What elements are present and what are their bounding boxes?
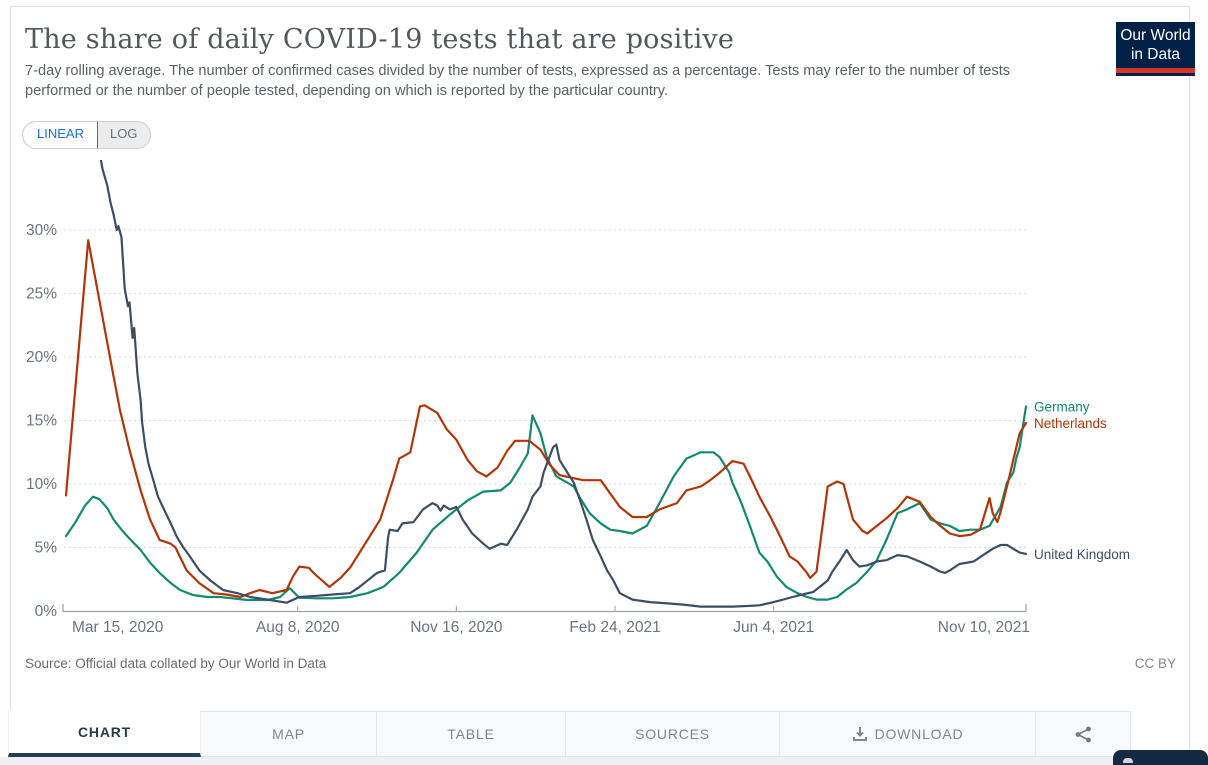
tab-sources-label: SOURCES — [635, 726, 710, 742]
series-line-united-kingdom — [99, 160, 1028, 608]
owid-logo-line1: Our World — [1120, 27, 1191, 44]
x-axis-label: Nov 16, 2020 — [410, 619, 503, 636]
y-axis-label: 10% — [26, 476, 57, 493]
expand-button[interactable] — [1113, 750, 1208, 765]
timeline-control: Mar 15, 2020 Nov 10, 2021 — [0, 678, 1208, 712]
tab-sources[interactable]: SOURCES — [566, 711, 780, 757]
y-axis-label: 30% — [26, 222, 57, 239]
tab-download-label: DOWNLOAD — [874, 726, 964, 742]
series-label-united-kingdom[interactable]: United Kingdom — [1034, 547, 1130, 562]
linear-button[interactable]: LINEAR — [23, 122, 98, 148]
owid-logo-line2: in Data — [1130, 46, 1181, 63]
series-label-netherlands[interactable]: Netherlands — [1034, 416, 1107, 431]
source-text: Source: Official data collated by Our Wo… — [25, 656, 327, 671]
scale-toggle: LINEAR LOG — [22, 121, 152, 149]
log-button[interactable]: LOG — [109, 126, 138, 141]
y-axis-label: 15% — [26, 413, 57, 430]
line-chart[interactable]: 0% 5% 10% 15% 20% 25% 30% Mar 15, 2020 Aug 8, 20… — [0, 150, 1208, 656]
y-axis-label: 20% — [26, 349, 57, 366]
tab-map-label: MAP — [272, 726, 305, 742]
license-badge[interactable]: CC BY — [1134, 656, 1176, 671]
tab-bar: CHART MAP TABLE SOURCES DOWNLOAD — [8, 711, 1131, 757]
tab-chart-label: CHART — [78, 724, 131, 740]
tab-table-label: TABLE — [447, 726, 495, 742]
y-axis-label: 0% — [35, 603, 58, 620]
series-line-germany — [64, 405, 1028, 602]
series-label-germany[interactable]: Germany — [1034, 400, 1090, 415]
tab-table[interactable]: TABLE — [377, 711, 566, 757]
page-bottom-strip — [0, 757, 1208, 765]
chart-card — [10, 6, 1190, 758]
x-axis-label: Nov 10, 2021 — [938, 619, 1030, 636]
tab-map[interactable]: MAP — [201, 711, 377, 757]
tab-download[interactable]: DOWNLOAD — [780, 711, 1036, 757]
x-axis-label: Aug 8, 2020 — [256, 619, 340, 636]
page-title: The share of daily COVID-19 tests that a… — [25, 24, 735, 55]
tab-chart[interactable]: CHART — [8, 711, 201, 757]
expand-icon — [1123, 758, 1133, 763]
chart-subtitle: 7-day rolling average. The number of con… — [25, 63, 1011, 99]
y-axis-label: 5% — [35, 540, 58, 557]
x-axis-label: Jun 4, 2021 — [733, 619, 814, 636]
share-icon — [1075, 726, 1091, 742]
download-icon — [852, 727, 867, 741]
owid-logo-red-bar — [1116, 68, 1195, 73]
owid-logo[interactable]: Our World in Data — [1116, 22, 1195, 76]
x-axis-label: Mar 15, 2020 — [72, 619, 164, 636]
x-axis-label: Feb 24, 2021 — [569, 619, 660, 636]
y-axis-label: 25% — [26, 286, 57, 303]
tab-share[interactable] — [1036, 711, 1131, 757]
